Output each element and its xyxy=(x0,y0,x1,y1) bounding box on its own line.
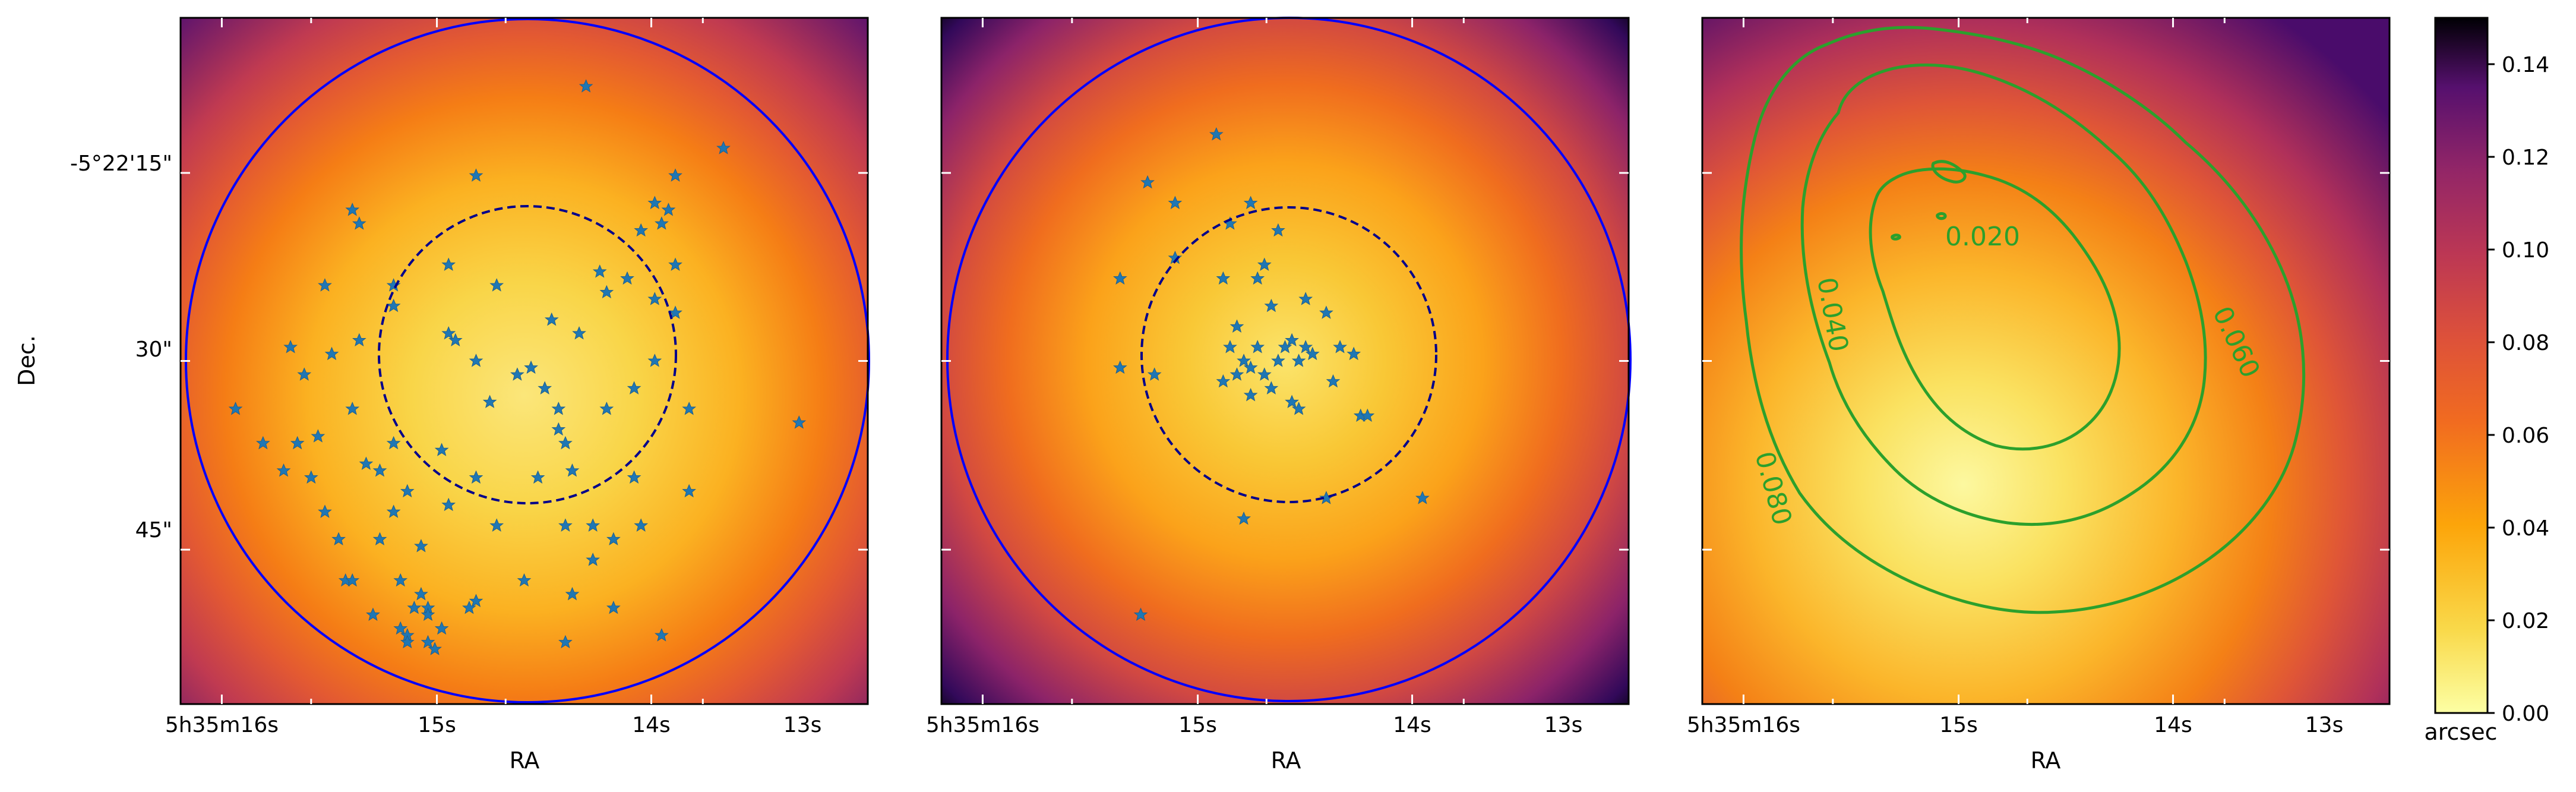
panel-middle-image xyxy=(941,18,1629,704)
panel-middle-ticks xyxy=(941,18,1629,704)
colorbar-tick-label: 0.06 xyxy=(2502,424,2549,448)
x-tick-label: 5h35m16s xyxy=(165,713,279,737)
colorbar-label: arcsec xyxy=(2424,719,2497,745)
y-tick-label: 30" xyxy=(135,337,172,362)
colorbar-tick-label: 0.12 xyxy=(2502,146,2549,170)
contour-0.060 xyxy=(1800,63,2207,526)
panel-left-image xyxy=(181,18,868,704)
panel-right-ticks xyxy=(1702,18,2389,704)
panel-middle-xlabel: RA xyxy=(1271,747,1301,774)
panel-left-ticks xyxy=(181,18,868,704)
panel-left-x-tick-labels: 5h35m16s 15s 14s 13s xyxy=(165,713,822,737)
colorbar: 0.00 0.02 0.04 0.06 0.08 0.10 0.12 0.14 arcsec xyxy=(2424,17,2549,745)
inner-dashed-circle xyxy=(1140,206,1437,503)
x-tick-label: 13s xyxy=(783,713,822,737)
panel-left-xlabel: RA xyxy=(510,747,540,774)
x-tick-label: 15s xyxy=(418,713,456,737)
colorbar-tick-label: 0.04 xyxy=(2502,516,2549,541)
contour-label-0.020: 0.020 xyxy=(1945,222,2020,252)
x-tick-label: 14s xyxy=(2154,713,2192,737)
panel-middle-heatmap: 5h35m16s 15s 14s 13s RA xyxy=(926,17,1632,774)
x-tick-label: 5h35m16s xyxy=(1687,713,1800,737)
contour-0.020 xyxy=(1891,160,1967,241)
panel-left-y-tick-labels: -5°22'15" 30" 45" xyxy=(70,152,172,542)
x-tick-label: 15s xyxy=(1178,713,1217,737)
x-tick-label: 14s xyxy=(1393,713,1431,737)
x-tick-label: 5h35m16s xyxy=(926,713,1039,737)
contour-0.080 xyxy=(1740,26,2306,614)
colorbar-tick-label: 0.10 xyxy=(2502,238,2549,263)
colorbar-tick-label: 0.02 xyxy=(2502,609,2549,633)
contour-0.040 xyxy=(1869,167,2121,451)
y-tick-label: -5°22'15" xyxy=(70,152,172,176)
panel-right-xlabel: RA xyxy=(2031,747,2061,774)
panel-right-heatmap: 0.020 0.040 0.060 0.080 5h35m16s 15s 14s 13… xyxy=(1687,17,2391,774)
y-tick-label: 45" xyxy=(135,518,172,542)
x-tick-label: 13s xyxy=(2305,713,2344,737)
panel-left-heatmap: -5°22'15" 30" 45" 5h35m16s 15s 14s 13s RA D… xyxy=(14,17,870,774)
colorbar-ticks: 0.00 0.02 0.04 0.06 0.08 0.10 0.12 0.14 xyxy=(2488,53,2549,726)
panel-right-x-tick-labels: 5h35m16s 15s 14s 13s xyxy=(1687,713,2344,737)
x-tick-label: 13s xyxy=(1544,713,1583,737)
panel-middle-x-tick-labels: 5h35m16s 15s 14s 13s xyxy=(926,713,1583,737)
colorbar-tick-label: 0.00 xyxy=(2502,702,2549,726)
panel-right-image xyxy=(1702,18,2389,704)
inner-dashed-circle xyxy=(378,205,677,504)
colorbar-tick-label: 0.14 xyxy=(2502,53,2549,77)
colorbar-gradient xyxy=(2434,17,2489,714)
y-axis-label: Dec. xyxy=(14,335,40,386)
colorbar-tick-label: 0.08 xyxy=(2502,331,2549,355)
x-tick-label: 15s xyxy=(1939,713,1978,737)
contour-lines xyxy=(1740,26,2306,614)
x-tick-label: 14s xyxy=(632,713,671,737)
